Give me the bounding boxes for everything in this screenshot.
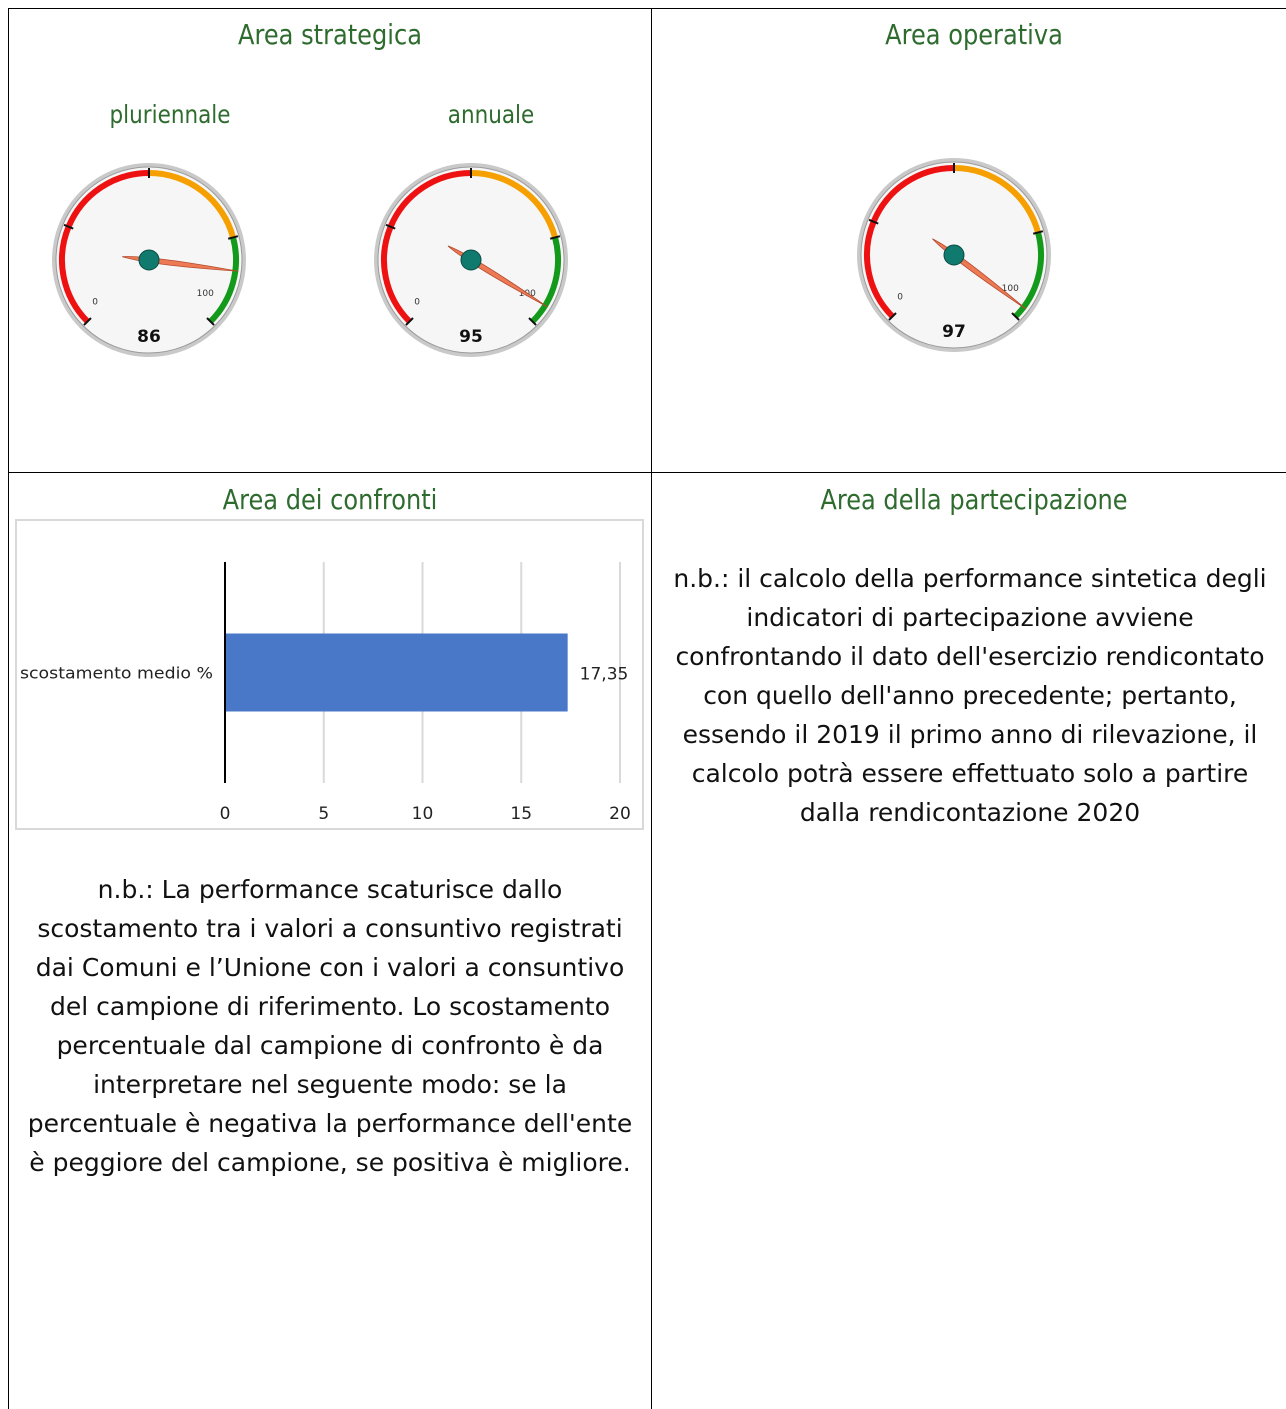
column-divider <box>651 8 652 1409</box>
gauge-min-label: 0 <box>897 292 903 302</box>
bar <box>225 633 568 712</box>
gauge-value: 86 <box>137 327 161 347</box>
gauge-band-green <box>208 236 240 324</box>
gauge-min-label: 0 <box>414 297 420 307</box>
gauge-hub <box>943 244 965 266</box>
gauge-tick <box>1032 230 1044 235</box>
gauge-pluriennale: 0 100 86 <box>52 163 246 357</box>
note-line: del campione di riferimento. Lo scostame… <box>50 992 610 1021</box>
x-tick-label: 10 <box>412 804 434 824</box>
row-divider <box>8 472 1286 473</box>
gauge-tick <box>206 317 215 326</box>
note-line: interpretare nel seguente modo: se la <box>93 1070 567 1099</box>
note-line: indicatori di partecipazione avviene <box>746 603 1194 632</box>
gauge-hub <box>138 249 160 271</box>
gauge-tick <box>549 235 561 240</box>
area-strategica-title: Area strategica <box>238 18 422 51</box>
partecipazione-note: n.b.: il calcolo della performance sinte… <box>658 559 1282 832</box>
x-tick-label: 0 <box>220 804 231 824</box>
note-line: dai Comuni e l’Unione con i valori a con… <box>35 953 625 982</box>
gauge-operativa: 0 100 97 <box>857 158 1051 352</box>
area-confronti-title: Area dei confronti <box>222 483 438 516</box>
note-line: con quello dell'anno precedente; pertant… <box>703 681 1237 710</box>
note-line: confrontando il dato dell'esercizio rend… <box>675 642 1265 671</box>
gauge-tick <box>227 235 239 240</box>
note-line: calcolo potrà essere effettuato solo a p… <box>691 759 1249 788</box>
gauge-band-orange <box>953 165 1041 234</box>
gauge-band-orange <box>148 170 236 239</box>
area-partecipazione-title: Area della partecipazione <box>820 483 1128 516</box>
data-label: 17,35 <box>580 665 629 685</box>
confronti-note: n.b.: La performance scaturisce dallo sc… <box>14 870 646 1182</box>
note-line: percentuale dal campione di confronto è … <box>56 1031 604 1060</box>
confronti-chart: 0 5 10 15 20 scostamento medio % 17,35 <box>15 519 644 830</box>
gauge-max-label: 100 <box>197 289 214 299</box>
gauge-annuale: 010095 <box>374 163 568 357</box>
gauge-hub <box>460 249 482 271</box>
gauge-value: 95 <box>459 327 483 347</box>
category-label: scostamento medio % <box>20 664 213 683</box>
gauge-tick <box>1011 312 1020 321</box>
gauge-tick <box>528 317 537 326</box>
x-tick-label: 20 <box>609 804 631 824</box>
area-operativa-title: Area operativa <box>885 18 1063 51</box>
gauge-pluriennale-label: pluriennale <box>109 100 231 129</box>
note-line: n.b.: il calcolo della performance sinte… <box>673 564 1267 593</box>
note-line: percentuale è negativa la performance de… <box>27 1109 633 1138</box>
note-line: dalla rendicontazione 2020 <box>799 798 1141 827</box>
x-tick-label: 5 <box>318 804 329 824</box>
gauge-value: 97 <box>942 322 966 342</box>
bar-chart-svg: 0 5 10 15 20 scostamento medio % 17,35 <box>20 562 631 824</box>
gauge-band-green <box>530 236 562 324</box>
gauge-tick <box>63 223 74 230</box>
gauge-min-label: 0 <box>92 297 98 307</box>
x-tick-label: 15 <box>510 804 532 824</box>
gauge-tick <box>868 218 879 225</box>
gauge-tick <box>83 317 92 326</box>
layout-table <box>8 8 1286 1409</box>
gauge-band-orange <box>470 170 558 239</box>
note-line: è peggiore del campione, se positiva è m… <box>29 1148 631 1177</box>
gauge-tick <box>405 317 414 326</box>
gauge-max-label: 100 <box>1002 284 1019 294</box>
note-line: essendo il 2019 il primo anno di rilevaz… <box>682 720 1258 749</box>
gauge-tick <box>888 312 897 321</box>
gauge-band-green <box>1013 231 1045 319</box>
note-line: scostamento tra i valori a consuntivo re… <box>37 914 623 943</box>
gauge-annuale-label: annuale <box>447 100 535 129</box>
gauge-tick <box>385 223 396 230</box>
note-line: n.b.: La performance scaturisce dallo <box>97 875 563 904</box>
